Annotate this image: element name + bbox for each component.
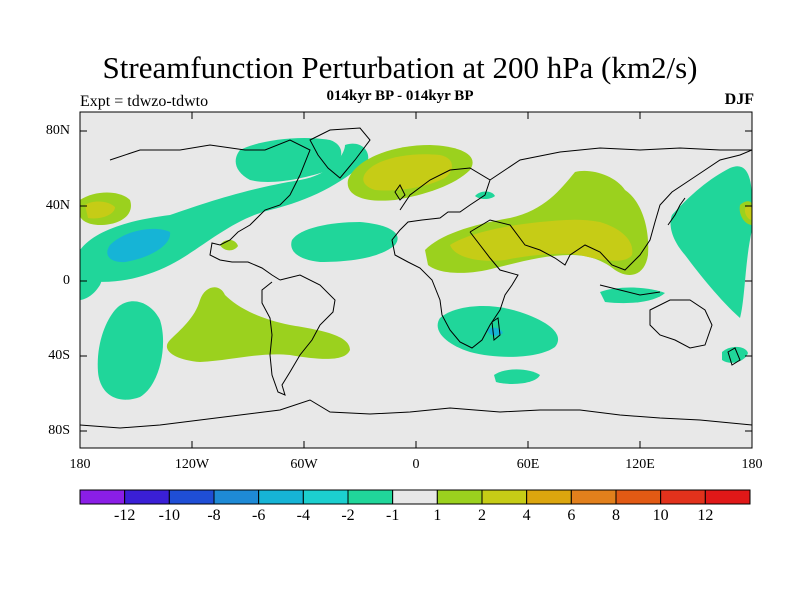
colorbar-label: -2 xyxy=(341,507,355,524)
colorbar-swatch xyxy=(124,489,170,505)
colorbar-swatch xyxy=(302,489,349,505)
coast-antarctica xyxy=(80,399,752,429)
map-title: Streamfunction Perturbation at 200 hPa (… xyxy=(102,50,698,85)
lon-label-60e: 60E xyxy=(516,457,540,472)
colorbar-label: 6 xyxy=(567,507,576,524)
neg-region-tropical-atlantic xyxy=(291,222,398,262)
colorbar-label: -10 xyxy=(158,507,180,524)
colorbar xyxy=(79,489,751,505)
coast-madagascar xyxy=(491,317,501,341)
colorbar-swatch xyxy=(213,489,260,505)
colorbar-swatch xyxy=(570,489,617,505)
coast-north-america xyxy=(109,139,311,281)
coast-europe-africa xyxy=(391,167,519,349)
coast-new-zealand xyxy=(727,347,741,366)
coast-south-america xyxy=(261,274,336,396)
colorbar-swatch xyxy=(436,489,483,505)
map-subtitle: 014kyr BP - 014kyr BP xyxy=(326,88,474,104)
season-label: DJF xyxy=(724,91,754,108)
pos2-region-north-pacific-east xyxy=(85,201,115,219)
lon-label-180e: 180 xyxy=(741,457,763,472)
colorbar-label: 12 xyxy=(697,507,714,524)
lon-label-120w: 120W xyxy=(174,457,210,472)
colorbar-swatch xyxy=(258,489,304,505)
colorbar-swatch xyxy=(79,489,126,505)
colorbar-swatch xyxy=(660,489,706,505)
map-panel xyxy=(80,112,752,448)
colorbar-label: -6 xyxy=(251,507,266,524)
neg-region-south-atlantic-small xyxy=(494,369,540,384)
coast-japan xyxy=(667,197,686,226)
coast-asia xyxy=(469,149,752,271)
colorbar-swatch xyxy=(615,489,662,505)
coast-british-isles xyxy=(394,184,406,201)
lat-label-40n: 40N xyxy=(45,198,70,213)
lat-label-80n: 80N xyxy=(45,123,70,138)
colorbar-label: 4 xyxy=(522,507,531,524)
colorbar-label: 8 xyxy=(612,507,620,524)
coast-australia xyxy=(649,299,713,349)
lat-label-80s: 80S xyxy=(48,423,70,438)
pos2-region-middle-east-asia xyxy=(450,219,633,261)
colorbar-swatch xyxy=(704,489,751,505)
colorbar-swatch xyxy=(481,489,528,505)
lon-label-60w: 60W xyxy=(290,457,318,472)
experiment-label: Expt = tdwzo-tdwto xyxy=(80,93,209,110)
axis-ticks xyxy=(79,112,753,448)
coast-greenland xyxy=(309,127,371,179)
neg-region-west-pacific xyxy=(670,166,752,318)
coast-arctic-asia xyxy=(489,147,752,181)
colorbar-label: -12 xyxy=(113,507,136,524)
colorbar-label: 2 xyxy=(478,507,486,524)
neg2-region-north-pacific xyxy=(107,228,171,263)
colorbar-swatch xyxy=(392,489,438,505)
colorbar-label: -1 xyxy=(385,507,400,524)
neg-region-new-zealand xyxy=(722,346,748,363)
pos2-region-pacific-east-edge xyxy=(744,206,752,220)
colorbar-label: 10 xyxy=(652,507,669,524)
strong-positive-anomaly-regions xyxy=(85,154,752,261)
neg-region-tropical-pacific-west xyxy=(80,264,104,300)
lon-label-120e: 120E xyxy=(625,457,655,472)
coastlines xyxy=(80,127,752,429)
neg-region-maritime-continent xyxy=(600,287,665,304)
colorbar-label: 1 xyxy=(433,507,442,524)
pos2-region-north-atlantic xyxy=(363,154,452,191)
lat-label-0: 0 xyxy=(63,273,70,288)
colorbar-swatch xyxy=(526,489,572,505)
colorbar-swatch xyxy=(347,489,394,505)
lon-label-180w: 180 xyxy=(69,457,91,472)
colorbar-label: -8 xyxy=(207,507,221,524)
lon-label-0: 0 xyxy=(412,457,420,472)
pos-region-south-pacific-south-america xyxy=(166,287,350,362)
colorbar-label: -4 xyxy=(296,507,310,524)
colorbar-swatch xyxy=(168,489,215,505)
neg-region-south-pacific xyxy=(97,301,164,400)
coast-maritime xyxy=(599,284,661,296)
lat-label-40s: 40S xyxy=(48,348,70,363)
